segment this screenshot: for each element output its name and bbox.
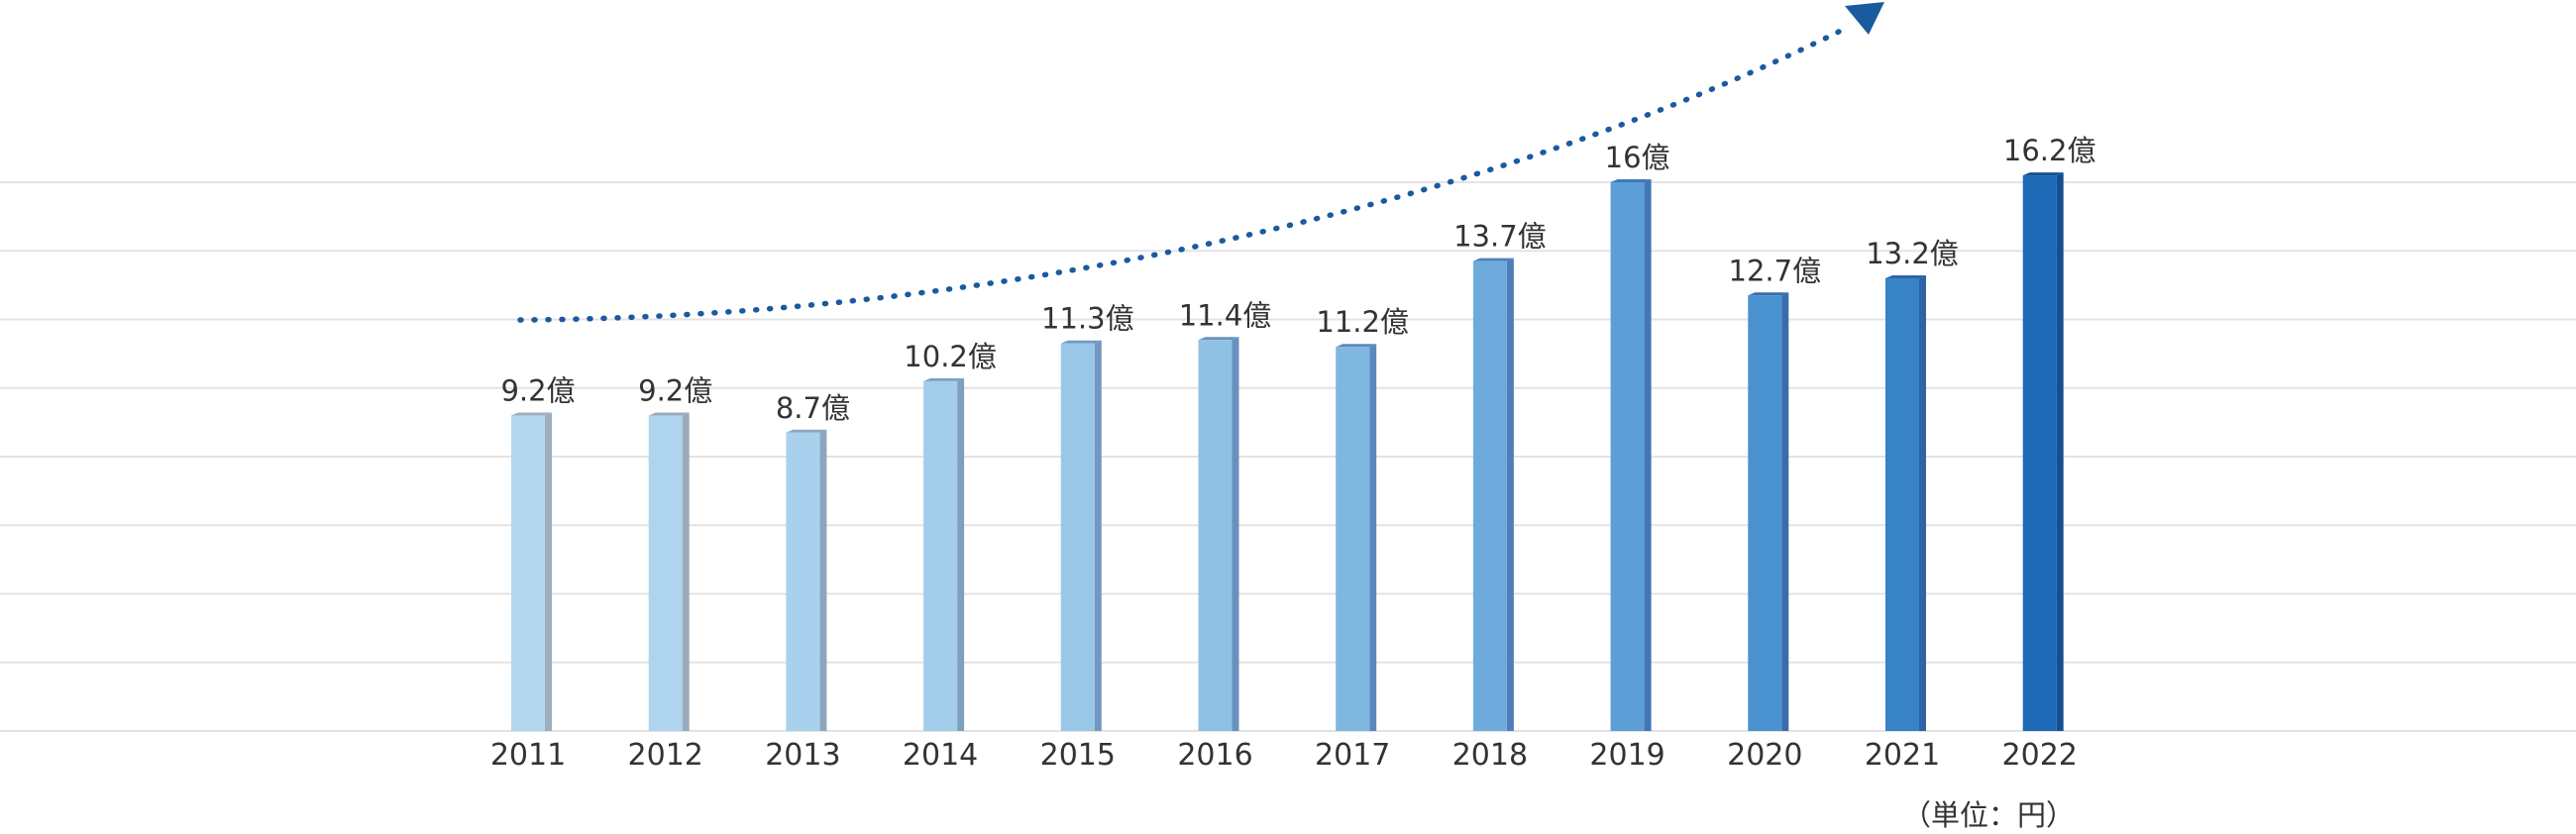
bar-top: [648, 412, 690, 416]
data-label: 9.2億: [500, 373, 575, 407]
data-label: 13.7億: [1453, 220, 1547, 254]
bar-front: [786, 432, 820, 731]
bar-top: [1885, 274, 1926, 278]
x-tick-label: 2012: [628, 738, 703, 773]
bar-front: [1198, 340, 1233, 731]
bar-front: [1060, 343, 1095, 731]
bar-front: [1336, 347, 1370, 731]
bar: [511, 412, 552, 731]
bar: [1472, 258, 1514, 731]
x-tick-label: 2016: [1177, 738, 1252, 773]
data-label: 10.2億: [904, 340, 997, 373]
x-tick-label: 2021: [1865, 738, 1940, 773]
x-tick-label: 2015: [1040, 738, 1116, 773]
x-tick-label: 2011: [490, 738, 566, 773]
data-label: 11.3億: [1041, 302, 1134, 336]
unit-note: （単位：円）: [1902, 798, 2076, 832]
bar-front: [923, 380, 958, 731]
data-label: 8.7億: [776, 391, 850, 425]
bar: [1198, 337, 1239, 731]
bar: [923, 377, 965, 731]
bar-top: [1060, 340, 1102, 344]
value-labels: 9.2億 9.2億 8.7億 10.2億 11.3億 11.4億 11.2億 13.7億 16億…: [500, 134, 2095, 425]
bar-side: [1232, 337, 1239, 731]
bar-side: [1369, 344, 1377, 731]
bar-top: [1610, 179, 1652, 182]
bar-front: [1885, 277, 1919, 731]
bar: [1610, 179, 1652, 731]
bar: [786, 429, 827, 731]
bar-top: [511, 412, 552, 416]
data-label: 13.2億: [1866, 237, 1959, 270]
x-tick-label: 2014: [903, 738, 978, 773]
bar-side: [957, 377, 965, 731]
x-tick-label: 2022: [2002, 738, 2078, 773]
bar: [1336, 344, 1377, 731]
trend-arrow-head: [1845, 2, 1884, 35]
bar-side: [1644, 179, 1652, 731]
x-tick-label: 2020: [1727, 738, 1802, 773]
bar-side: [1506, 258, 1514, 731]
bar: [1060, 340, 1102, 731]
x-tick-label: 2017: [1315, 738, 1390, 773]
trend-arrow-line: [517, 24, 1852, 323]
bar: [648, 412, 690, 731]
bar: [2022, 172, 2064, 731]
data-label: 16億: [1605, 141, 1670, 174]
bar-top: [923, 377, 965, 381]
bar-top: [1748, 292, 1789, 296]
data-label: 16.2億: [2003, 134, 2096, 167]
data-label: 9.2億: [638, 373, 712, 407]
data-label: 11.2億: [1316, 305, 1409, 339]
bar-side: [1919, 274, 1926, 731]
bar-top: [1198, 337, 1239, 341]
bar-top: [1472, 258, 1514, 261]
bar-front: [1610, 182, 1645, 731]
bar-top: [786, 429, 827, 433]
x-axis-ticks: 2011 2012 2013 2014 2015 2016 2017 2018 2019 2020…: [490, 738, 2078, 773]
bar: [1885, 274, 1926, 731]
trend-arrow: [517, 2, 1884, 323]
bar-top: [2022, 172, 2064, 176]
bar-side: [2056, 172, 2064, 731]
data-label: 12.7億: [1729, 254, 1822, 287]
bar-side: [1781, 292, 1789, 731]
bar-front: [2022, 175, 2057, 731]
bar-side: [819, 429, 827, 731]
bars: [511, 172, 2064, 731]
data-label: 11.4億: [1179, 298, 1272, 332]
bar-top: [1336, 344, 1377, 348]
gridlines: [0, 181, 2576, 732]
bar-side: [545, 412, 552, 731]
x-tick-label: 2019: [1589, 738, 1664, 773]
bar-front: [1748, 295, 1782, 731]
bar-side: [1094, 340, 1102, 731]
bar-front: [511, 415, 545, 731]
bar: [1748, 292, 1789, 731]
bar-front: [1472, 261, 1507, 731]
x-tick-label: 2018: [1452, 738, 1528, 773]
bar-side: [682, 412, 690, 731]
x-tick-label: 2013: [765, 738, 840, 773]
bar-front: [648, 415, 683, 731]
